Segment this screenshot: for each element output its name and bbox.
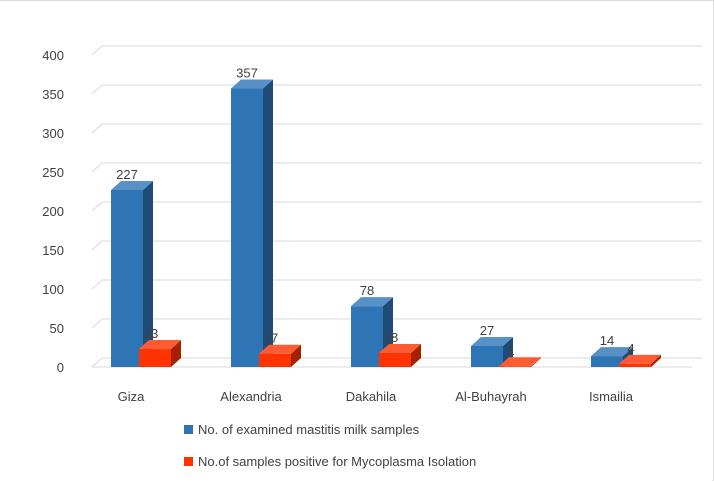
data-label: 227 xyxy=(116,167,138,182)
gridline-side xyxy=(91,162,103,173)
bar-top xyxy=(231,79,273,89)
data-label: 4 xyxy=(627,341,634,356)
legend: No. of examined mastitis milk samples No.… xyxy=(184,422,476,469)
gridline-side xyxy=(91,84,103,95)
x-axis-categories: Giza Alexandria Dakahila Al-Buhayrah Ismaili… xyxy=(118,389,634,404)
bar-front xyxy=(111,189,143,367)
bar-front xyxy=(139,349,171,367)
data-label: 27 xyxy=(480,323,494,338)
x-category-label: Dakahila xyxy=(346,389,397,404)
gridline-side xyxy=(91,279,103,290)
legend-label: No. of examined mastitis milk samples xyxy=(198,422,420,437)
legend-item: No.of samples positive for Mycoplasma Is… xyxy=(184,454,476,469)
y-tick-label: 50 xyxy=(50,321,64,336)
bar-front xyxy=(379,352,411,367)
bar-side xyxy=(531,357,541,367)
data-label: 18 xyxy=(384,330,398,345)
legend-label: No.of samples positive for Mycoplasma Is… xyxy=(198,454,476,469)
x-category-label: Giza xyxy=(118,389,146,404)
bar-side xyxy=(171,340,181,367)
bar-top xyxy=(111,180,153,190)
y-tick-label: 200 xyxy=(42,204,64,219)
data-label: 23 xyxy=(144,326,158,341)
bar-top xyxy=(619,354,661,364)
y-axis-ticks: 0 50 100 150 200 250 300 350 400 xyxy=(42,48,64,375)
y-tick-label: 400 xyxy=(42,48,64,63)
gridline-side xyxy=(91,123,103,134)
bar-front xyxy=(259,353,291,367)
bar-side xyxy=(291,344,301,367)
y-tick-label: 300 xyxy=(42,126,64,141)
bar-top xyxy=(591,347,633,357)
y-tick-label: 0 xyxy=(57,360,64,375)
bar-side xyxy=(143,180,153,367)
x-category-label: Ismailia xyxy=(589,389,634,404)
bar-top xyxy=(499,357,541,367)
bar-top xyxy=(379,343,421,353)
gridline-side xyxy=(91,318,103,329)
gridline-side xyxy=(91,240,103,251)
y-tick-label: 150 xyxy=(42,243,64,258)
bar-front xyxy=(351,306,383,367)
y-tick-label: 100 xyxy=(42,282,64,297)
bar-top xyxy=(259,344,301,354)
bar-positive-alexandria xyxy=(259,344,301,367)
bar-examined-giza xyxy=(111,180,153,367)
bar-positive-giza xyxy=(139,340,181,367)
gridline-side xyxy=(91,201,103,212)
x-category-label: Alexandria xyxy=(220,389,282,404)
bar-top xyxy=(351,297,393,307)
bar-positive-ismailia xyxy=(619,354,661,367)
data-label: 17 xyxy=(264,331,278,346)
bar-examined-alexandria xyxy=(231,79,273,367)
gridlines xyxy=(91,45,702,368)
bar-positive-dakahila xyxy=(379,343,421,367)
bar-top xyxy=(139,340,181,350)
bar-front xyxy=(471,345,503,367)
gridline-side xyxy=(91,45,103,56)
legend-item: No. of examined mastitis milk samples xyxy=(184,422,420,437)
bar-top xyxy=(471,336,513,346)
bar-side xyxy=(651,354,661,367)
bar-examined-al-buhayrah xyxy=(471,336,513,367)
bar-front xyxy=(231,88,263,367)
x-category-label: Al-Buhayrah xyxy=(455,389,527,404)
bar-front xyxy=(591,356,623,367)
bar-front xyxy=(619,363,651,367)
bar-front xyxy=(499,366,531,367)
gridline-side xyxy=(91,357,103,368)
data-labels: 227 23 357 17 78 18 27 1 14 4 xyxy=(116,66,634,359)
y-tick-label: 350 xyxy=(42,87,64,102)
data-label: 14 xyxy=(600,333,614,348)
legend-swatch xyxy=(184,425,193,434)
bar-side xyxy=(411,343,421,367)
legend-swatch xyxy=(184,457,193,466)
data-label: 1 xyxy=(507,343,514,358)
bars xyxy=(111,79,661,367)
bar-positive-al-buhayrah xyxy=(499,357,541,367)
data-label: 357 xyxy=(236,66,258,81)
bar-side xyxy=(263,79,273,367)
bar-examined-dakahila xyxy=(351,297,393,367)
data-label: 78 xyxy=(360,283,374,298)
y-tick-label: 250 xyxy=(42,165,64,180)
